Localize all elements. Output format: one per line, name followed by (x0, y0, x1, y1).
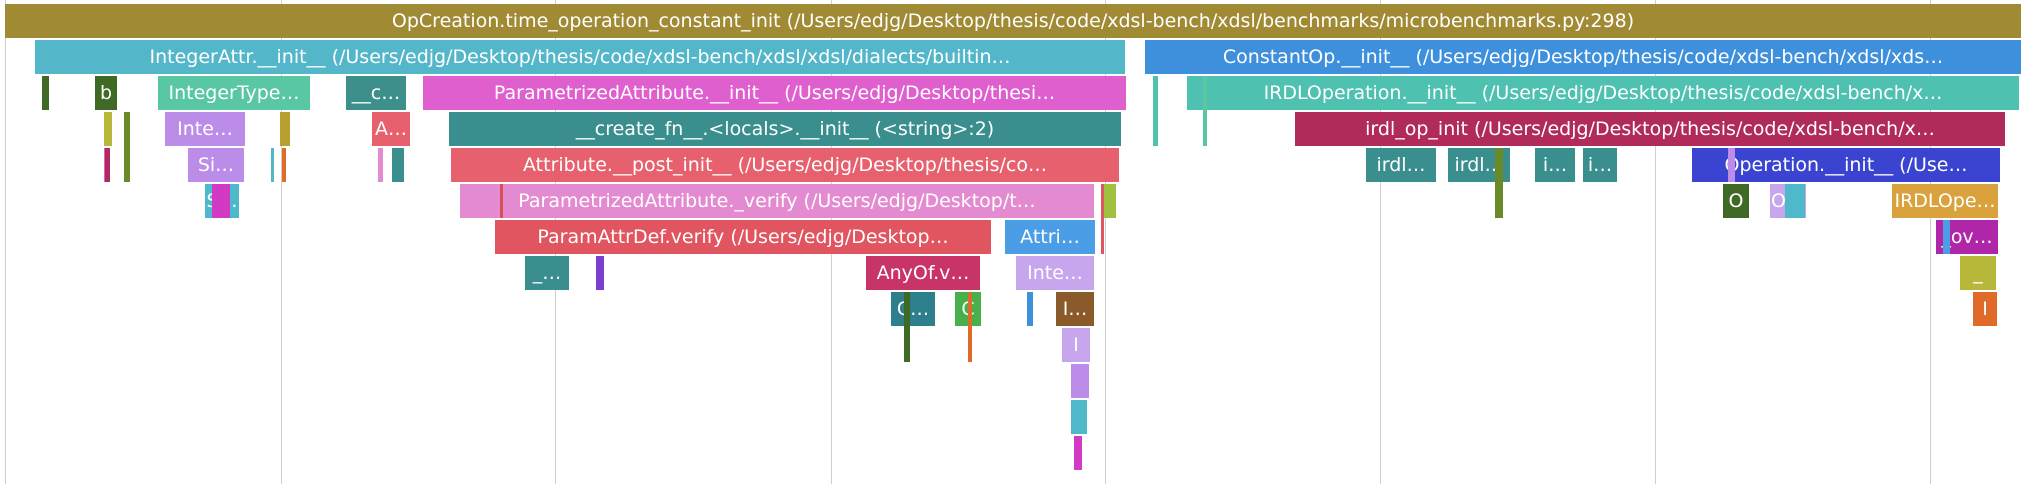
flame-sliver[interactable] (212, 184, 230, 218)
flame-sliver[interactable] (1785, 184, 1805, 218)
flame-frame[interactable]: Si… (188, 148, 244, 182)
gridline (1655, 0, 1656, 484)
gridline (1930, 0, 1931, 484)
flame-sliver[interactable] (968, 292, 972, 362)
flame-frame[interactable]: __create_fn__.<locals>.__init__ (<string… (449, 112, 1121, 146)
flame-sliver[interactable] (1101, 184, 1116, 218)
flame-sliver[interactable] (105, 148, 110, 182)
flame-frame[interactable]: IRDLOpe… (1892, 184, 1998, 218)
flame-sliver[interactable] (1728, 148, 1735, 182)
flame-frame[interactable]: ConstantOp.__init__ (/Users/edjg/Desktop… (1145, 40, 2021, 74)
flame-frame[interactable]: i… (1583, 148, 1617, 182)
flame-sliver[interactable] (1071, 400, 1087, 434)
flame-sliver[interactable] (1074, 436, 1082, 470)
flame-sliver[interactable] (280, 112, 290, 146)
flame-frame[interactable]: irdl… (1366, 148, 1436, 182)
flame-frame[interactable]: ParametrizedAttribute._verify (/Users/ed… (460, 184, 1094, 218)
flame-frame[interactable]: IRDLOperation.__init__ (/Users/edjg/Desk… (1187, 76, 2019, 110)
flame-frame[interactable]: A… (372, 112, 410, 146)
flame-frame[interactable]: O (1723, 184, 1749, 218)
gridline (1105, 0, 1106, 484)
gridline (281, 0, 282, 484)
flame-frame[interactable]: b (95, 76, 117, 110)
flame-frame[interactable]: _ (1960, 256, 1996, 290)
flame-frame[interactable]: IntegerType… (158, 76, 310, 110)
flame-frame[interactable]: _… (525, 256, 569, 290)
flame-sliver[interactable] (392, 148, 404, 182)
flame-frame[interactable]: ParamAttrDef.verify (/Users/edjg/Desktop… (495, 220, 991, 254)
flame-sliver[interactable] (1943, 220, 1950, 254)
flame-sliver[interactable] (1027, 292, 1033, 326)
flame-sliver[interactable] (282, 148, 286, 182)
flame-sliver[interactable] (904, 292, 910, 362)
flame-sliver[interactable] (1495, 148, 1503, 218)
flame-sliver[interactable] (271, 148, 274, 182)
gridline (5, 0, 6, 484)
flame-sliver[interactable] (378, 148, 383, 182)
flame-sliver[interactable] (500, 184, 503, 218)
flame-frame[interactable]: Inte… (165, 112, 245, 146)
flame-frame[interactable]: I (1973, 292, 1997, 326)
gridline (1380, 0, 1381, 484)
flame-frame[interactable]: IntegerAttr.__init__ (/Users/edjg/Deskto… (35, 40, 1125, 74)
flame-frame[interactable]: ParametrizedAttribute.__init__ (/Users/e… (423, 76, 1126, 110)
flame-frame[interactable]: C… (891, 292, 935, 326)
flame-frame[interactable]: OpCreation.time_operation_constant_init … (5, 4, 2021, 38)
flame-frame[interactable]: Attribute.__post_init__ (/Users/edjg/Des… (451, 148, 1119, 182)
flame-sliver[interactable] (596, 256, 604, 290)
flame-sliver[interactable] (1153, 76, 1158, 146)
flame-frame[interactable]: I (1062, 328, 1090, 362)
flame-frame[interactable]: irdl_op_init (/Users/edjg/Desktop/thesis… (1295, 112, 2005, 146)
flame-sliver[interactable] (104, 112, 112, 146)
flame-frame[interactable]: I… (1056, 292, 1094, 326)
flame-frame[interactable]: i… (1535, 148, 1575, 182)
flame-frame[interactable]: __c… (346, 76, 406, 110)
flame-sliver[interactable] (1203, 76, 1207, 146)
flame-sliver[interactable] (1101, 184, 1104, 254)
flame-sliver[interactable] (1071, 364, 1089, 398)
flame-frame[interactable]: Attri… (1005, 220, 1095, 254)
flame-sliver[interactable] (124, 112, 130, 182)
flame-frame[interactable]: Inte… (1016, 256, 1094, 290)
flame-frame[interactable]: AnyOf.v… (866, 256, 980, 290)
flame-sliver[interactable] (42, 76, 49, 110)
flame-frame[interactable]: Operation.__init__ (/Use… (1692, 148, 2000, 182)
